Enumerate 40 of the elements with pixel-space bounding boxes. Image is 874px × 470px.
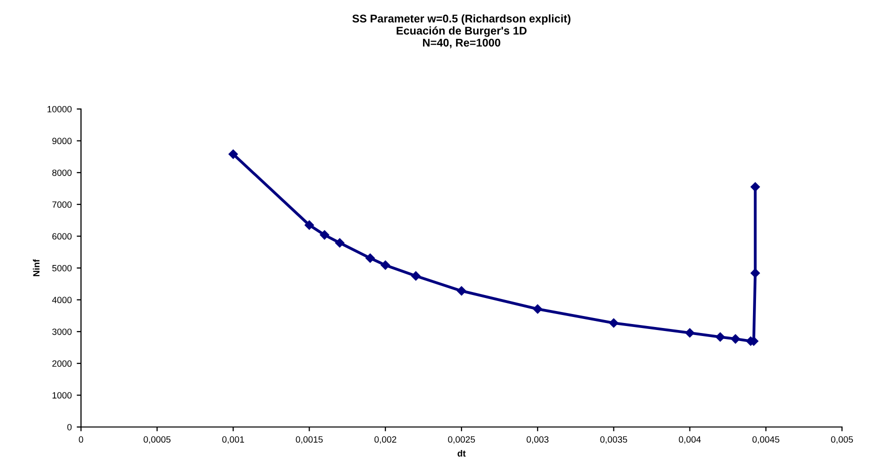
x-tick-label: 0,001	[222, 436, 244, 444]
y-tick-label: 5000	[52, 264, 72, 272]
x-tick-label: 0,0015	[296, 436, 323, 444]
x-tick-label: 0,005	[831, 436, 853, 444]
point	[750, 182, 760, 192]
point	[532, 304, 542, 314]
point	[380, 260, 390, 270]
x-tick-label: 0,0025	[448, 436, 475, 444]
y-tick-label: 2000	[52, 360, 72, 367]
x-tick-label: 0,0005	[144, 436, 171, 444]
y-tick-label: 1000	[52, 392, 72, 399]
x-axis-title: dt	[458, 450, 466, 457]
point	[228, 150, 238, 159]
point	[304, 220, 314, 230]
y-tick-label: 0	[67, 424, 72, 430]
x-tick-label: 0	[78, 436, 84, 443]
x-tick-label: 0,002	[374, 436, 396, 444]
y-tick-label: 9000	[52, 138, 72, 144]
y-tick-label: 3000	[52, 328, 72, 335]
point	[750, 268, 760, 278]
x-tick-label: 0,0045	[752, 436, 780, 444]
x-tick-label: 0,0035	[600, 436, 628, 444]
y-tick-label: 6000	[52, 233, 72, 240]
point	[716, 332, 725, 342]
point	[320, 230, 330, 240]
x-tick-label: 0,003	[526, 436, 548, 444]
point	[366, 254, 375, 263]
point	[335, 238, 344, 248]
x-tick-label: 0,004	[678, 436, 701, 444]
point	[411, 271, 420, 281]
y-tick-label: 4000	[52, 296, 72, 304]
y-tick-label: 7000	[52, 201, 72, 208]
y-tick-label: 10000	[48, 106, 72, 112]
y-axis-title: Ninf	[32, 259, 40, 276]
y-tick-label: 8000	[52, 170, 72, 176]
chart-title: SS Parameter w=0.5 (Richardson explicit) Ecuación de Burger's 1D N=40, Re=1000	[352, 14, 570, 48]
point	[730, 334, 740, 344]
point	[456, 286, 466, 296]
point	[609, 318, 618, 328]
point	[685, 328, 694, 338]
